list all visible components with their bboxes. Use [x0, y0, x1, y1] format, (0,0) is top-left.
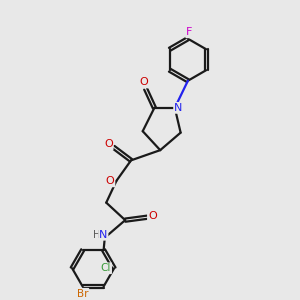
Text: Br: Br	[77, 289, 88, 299]
Text: O: O	[140, 77, 148, 88]
Text: F: F	[186, 27, 193, 37]
Text: O: O	[148, 211, 157, 221]
Text: Cl: Cl	[101, 263, 111, 273]
Text: N: N	[174, 103, 182, 113]
Text: N: N	[99, 230, 107, 240]
Text: O: O	[104, 139, 113, 149]
Text: H: H	[93, 230, 100, 240]
Text: O: O	[106, 176, 114, 186]
